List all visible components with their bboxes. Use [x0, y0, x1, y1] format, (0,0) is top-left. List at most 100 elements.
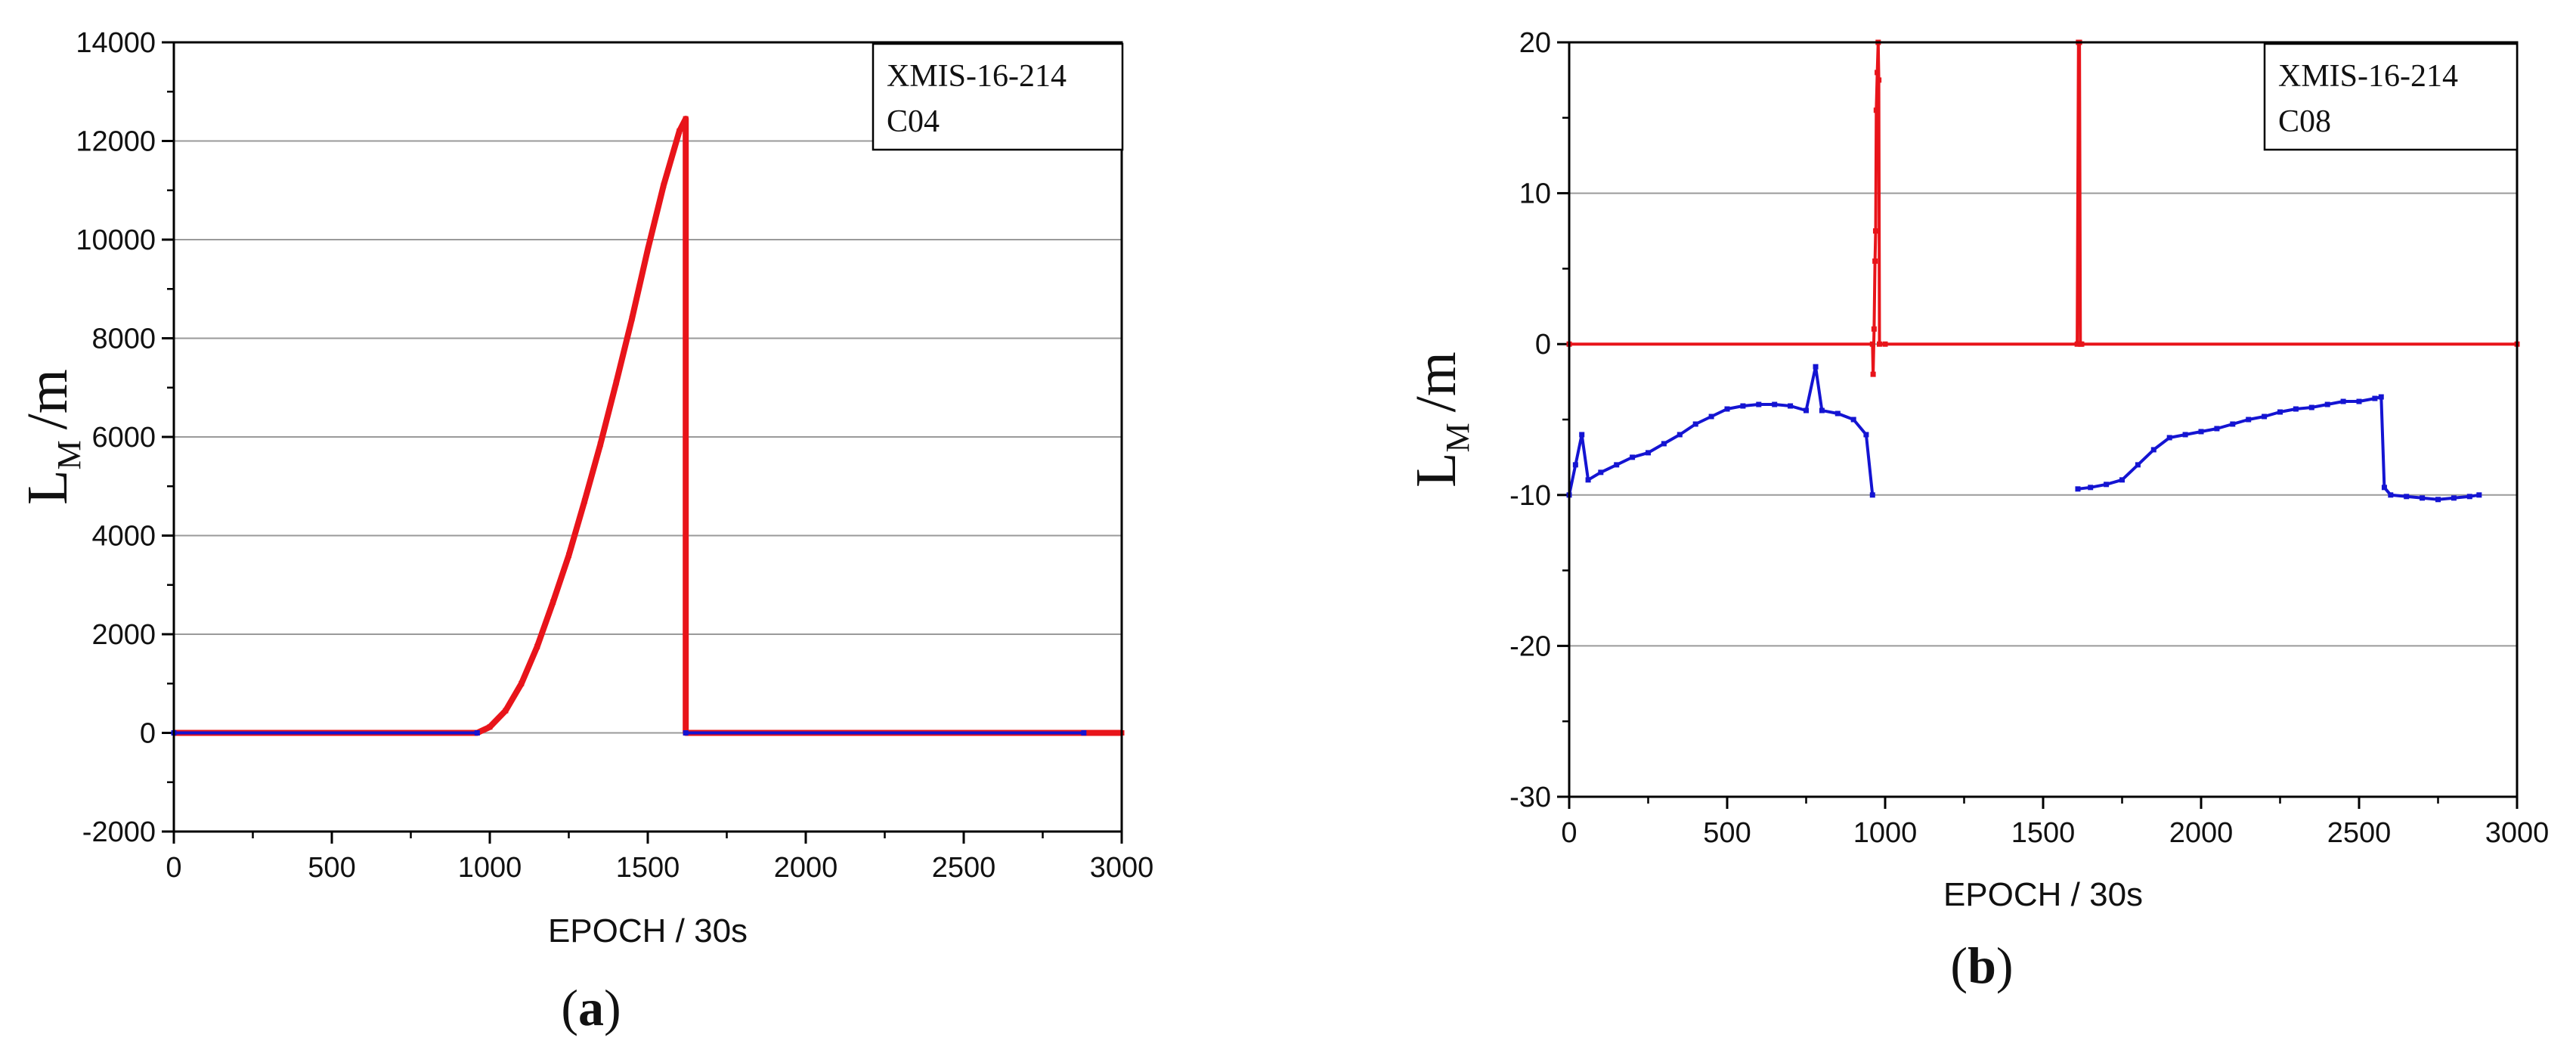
y-axis-title-subscript-a: M	[51, 440, 88, 469]
series-marker	[2404, 494, 2410, 500]
series-group-a	[171, 116, 1125, 736]
series-marker	[1804, 407, 1809, 413]
svg-text:LM/m: LM/m	[16, 369, 88, 505]
series-marker	[2435, 497, 2441, 503]
series-marker	[534, 643, 540, 649]
series-marker	[1863, 432, 1869, 438]
series-marker	[2119, 477, 2125, 483]
x-tick-label: 500	[1703, 817, 1751, 849]
y-tick-label: 4000	[91, 521, 156, 553]
y-tick-labels-b: -30 -20 -10 0 10 20	[1509, 27, 1551, 813]
series-marker	[2308, 404, 2314, 410]
series-marker	[1772, 401, 1778, 407]
series-marker	[1081, 730, 1087, 736]
series-line	[1569, 41, 2517, 376]
x-tick-label: 3000	[2485, 817, 2550, 849]
series-marker	[2135, 462, 2141, 468]
series-marker	[1740, 403, 1746, 409]
series-group-b	[1566, 39, 2520, 503]
series-marker	[613, 379, 619, 386]
series-marker	[2150, 447, 2156, 453]
y-tick-label: 12000	[76, 126, 156, 158]
series-marker	[1572, 462, 1578, 468]
series-marker	[2074, 341, 2080, 347]
series-marker	[550, 599, 556, 606]
series-marker	[1870, 371, 1876, 377]
series-marker	[581, 498, 587, 504]
x-axis-title-a: EPOCH / 30s	[548, 912, 748, 949]
annotation-station-a: XMIS-16-214	[887, 59, 1067, 94]
series-marker	[1598, 469, 1604, 475]
series-marker	[487, 724, 493, 730]
series-marker	[2277, 409, 2283, 415]
series-marker	[2262, 413, 2268, 420]
series-marker	[1876, 341, 1882, 347]
series-marker	[2075, 486, 2081, 492]
y-tick-label: 14000	[76, 27, 156, 59]
y-tick-label: -30	[1509, 782, 1551, 813]
series-marker	[2420, 495, 2426, 501]
series-marker	[683, 116, 689, 122]
series-marker	[519, 680, 525, 686]
series-marker	[1875, 70, 1881, 76]
y-tick-label: 10000	[76, 225, 156, 256]
x-tick-label: 2000	[2169, 817, 2234, 849]
series-marker	[1813, 364, 1819, 370]
plot-frame-a	[172, 41, 1123, 833]
x-tick-label: 1000	[458, 852, 522, 884]
series-marker	[2324, 401, 2330, 407]
series-marker	[2182, 432, 2188, 438]
series-marker	[2356, 398, 2362, 404]
series-marker	[2476, 492, 2482, 498]
series-marker	[677, 128, 683, 134]
series-marker	[1834, 410, 1841, 417]
series-marker	[597, 441, 603, 448]
series-marker	[2104, 482, 2110, 488]
series-marker	[683, 488, 689, 494]
y-tick-label: 0	[1535, 329, 1551, 361]
series-marker	[474, 730, 480, 736]
y-tick-label: -20	[1509, 630, 1551, 662]
x-axis-title-b: EPOCH / 30s	[1943, 876, 2143, 913]
panel-a: 0 500 1000 1500 2000 2500 3000 -2000 0 2000 4000 6…	[16, 27, 1153, 1036]
series-marker	[1646, 450, 1651, 456]
series-marker	[2088, 485, 2094, 491]
series-marker	[1872, 228, 1878, 234]
plot-frame-b	[1568, 41, 2519, 798]
y-tick-label: 10	[1519, 178, 1551, 210]
annotation-satellite-a: C04	[887, 104, 940, 139]
x-tick-label: 500	[308, 852, 355, 884]
series-marker	[1819, 407, 1825, 413]
series-marker	[2293, 406, 2299, 412]
series-marker	[1869, 341, 1875, 347]
major-ticks-a	[162, 41, 1123, 844]
panel-label-b: (b)	[1950, 937, 2013, 994]
series-marker	[1788, 403, 1794, 409]
series-line	[174, 116, 1122, 736]
x-tick-labels-b: 0 500 1000 1500 2000 2500 3000	[1561, 817, 2549, 849]
panel-b: 0 500 1000 1500 2000 2500 3000 -30-20-1001020 …	[1404, 27, 2549, 994]
series-marker	[1869, 492, 1875, 498]
y-tick-label: -2000	[82, 816, 156, 848]
x-tick-label: 2500	[932, 852, 996, 884]
annotation-box-b: XMIS-16-214 C08	[2263, 42, 2519, 151]
series-marker	[1873, 107, 1879, 113]
y-tick-label: 20	[1519, 27, 1551, 59]
series-marker	[629, 315, 635, 321]
y-tick-label: 2000	[91, 619, 156, 651]
series-blue	[171, 730, 1087, 736]
series-marker	[683, 730, 689, 736]
y-tick-label: 6000	[91, 422, 156, 454]
x-tick-label: 0	[166, 852, 181, 884]
series-marker	[1882, 341, 1888, 347]
series-marker	[661, 182, 667, 188]
x-tick-label: 1000	[1853, 817, 1918, 849]
series-marker	[1677, 432, 1683, 438]
series-marker	[503, 708, 509, 714]
x-tick-label: 0	[1561, 817, 1577, 849]
annotation-box-a: XMIS-16-214 C04	[872, 42, 1124, 151]
series-marker	[566, 553, 571, 559]
y-tick-label: 0	[140, 718, 156, 750]
y-axis-title-b: LM/m	[1404, 352, 1476, 488]
